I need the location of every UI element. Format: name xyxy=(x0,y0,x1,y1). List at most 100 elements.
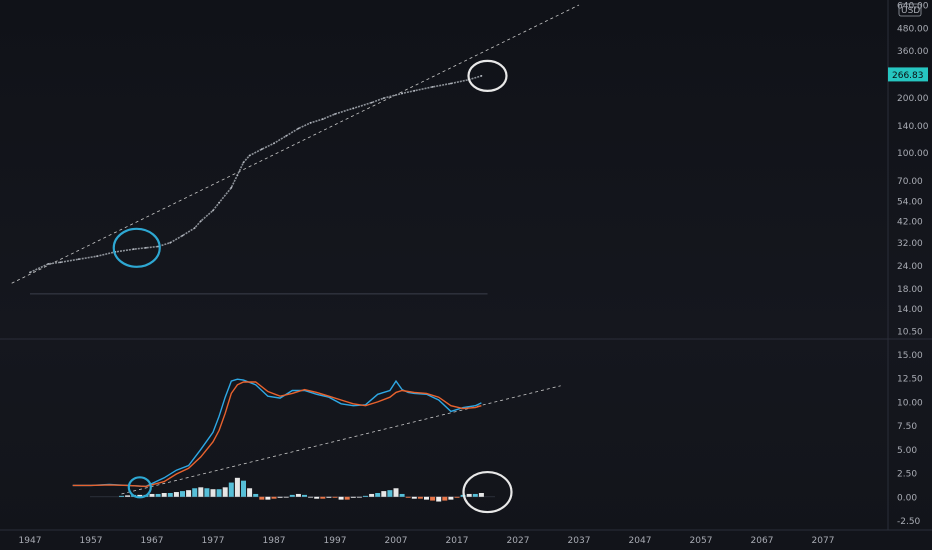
histogram-bar xyxy=(417,496,423,499)
indicator-tick-label: 0.00 xyxy=(897,493,917,503)
histogram-bar xyxy=(155,493,161,497)
time-tick-label: 2017 xyxy=(446,536,469,546)
histogram-bar xyxy=(149,493,155,497)
price-point xyxy=(431,85,434,88)
price-tick-label: 54.00 xyxy=(897,198,923,208)
histogram-bar xyxy=(399,493,405,497)
price-point xyxy=(77,258,80,261)
histogram-bar xyxy=(259,496,265,500)
price-point xyxy=(181,234,184,237)
price-tick-label: 32.00 xyxy=(897,239,923,249)
histogram-bar xyxy=(320,496,326,499)
histogram-bar xyxy=(387,490,393,497)
histogram-bar xyxy=(180,491,185,497)
price-tick-label: 200.00 xyxy=(897,94,929,104)
price-point xyxy=(382,97,385,99)
indicator-trendline[interactable] xyxy=(121,385,561,495)
price-highlight-circle[interactable] xyxy=(467,59,508,92)
price-point xyxy=(480,74,483,77)
time-tick-label: 2047 xyxy=(629,536,652,546)
time-tick-label: 1997 xyxy=(324,536,347,546)
price-tick-label: 42.00 xyxy=(897,218,923,228)
histogram-bar xyxy=(234,477,240,497)
histogram-bar xyxy=(344,496,350,500)
price-tick-label: 70.00 xyxy=(897,177,923,187)
price-point xyxy=(212,209,214,212)
histogram-bar xyxy=(161,493,167,497)
price-point xyxy=(236,174,239,177)
time-tick-label: 2007 xyxy=(385,536,408,546)
histogram-bar xyxy=(326,496,332,498)
histogram-bar xyxy=(472,493,478,497)
price-point xyxy=(29,271,31,274)
price-point xyxy=(285,134,288,137)
price-point xyxy=(132,248,135,251)
histogram-bar xyxy=(381,491,387,497)
price-point xyxy=(321,118,324,120)
price-point xyxy=(59,261,62,264)
price-point xyxy=(401,92,403,95)
price-point xyxy=(242,161,245,164)
histogram-bar xyxy=(454,496,460,498)
price-point xyxy=(193,227,196,229)
histogram-bar xyxy=(283,496,289,498)
histogram-bar xyxy=(302,494,307,497)
histogram-bar xyxy=(137,494,143,497)
indicator-series-blue xyxy=(72,378,482,488)
price-series-line xyxy=(29,75,482,274)
histogram-bar xyxy=(411,496,417,499)
histogram-bar xyxy=(308,496,314,498)
price-point xyxy=(96,255,98,258)
currency-badge[interactable] xyxy=(898,3,922,17)
price-point xyxy=(47,262,50,265)
time-tick-label: 2077 xyxy=(812,536,835,546)
price-point xyxy=(145,246,147,249)
histogram-bar xyxy=(405,496,411,498)
price-tick-label: 18.00 xyxy=(897,285,923,295)
time-tick-label: 2037 xyxy=(568,536,591,546)
histogram-bar xyxy=(356,496,362,498)
price-point xyxy=(450,82,452,85)
histogram-bar xyxy=(216,489,222,497)
histogram-bar xyxy=(436,496,442,502)
price-point xyxy=(199,220,202,223)
histogram-bar xyxy=(210,489,216,497)
price-tick-label: 10.50 xyxy=(897,328,923,338)
time-tick-label: 2027 xyxy=(507,536,530,546)
indicator-highlight-circle[interactable] xyxy=(127,476,152,499)
histogram-bar xyxy=(186,490,192,497)
price-pane xyxy=(11,4,580,295)
price-tick-label: 640.00 xyxy=(897,2,929,12)
price-point xyxy=(169,241,172,244)
price-point xyxy=(334,113,336,115)
histogram-bar xyxy=(271,496,277,499)
price-tick-label: 24.00 xyxy=(897,262,923,272)
histogram-bar xyxy=(442,496,448,501)
histogram-bar xyxy=(424,496,429,500)
histogram-bar xyxy=(222,487,228,497)
price-tick-label: 100.00 xyxy=(897,149,929,159)
indicator-tick-label: 15.00 xyxy=(897,351,923,361)
time-tick-label: 1957 xyxy=(80,536,103,546)
price-point xyxy=(370,101,373,104)
price-tick-label: 14.00 xyxy=(897,305,923,315)
price-highlight-circle[interactable] xyxy=(112,227,161,268)
price-point xyxy=(352,107,355,110)
price-point xyxy=(297,127,300,130)
last-price-label: 266.83 xyxy=(892,71,924,81)
price-tick-label: 480.00 xyxy=(897,24,929,34)
histogram-bar xyxy=(363,495,368,497)
indicator-highlight-circle[interactable] xyxy=(462,470,513,514)
indicator-tick-label: 12.50 xyxy=(897,375,923,385)
indicator-tick-label: 5.00 xyxy=(897,446,917,456)
histogram-bar xyxy=(448,496,454,500)
price-point xyxy=(157,245,160,248)
histogram-bar xyxy=(295,493,301,497)
price-tick-label: 140.00 xyxy=(897,122,929,132)
histogram-bar xyxy=(241,480,246,497)
histogram-bar xyxy=(247,488,253,497)
price-point xyxy=(413,89,416,92)
price-trendline[interactable] xyxy=(11,4,580,284)
indicator-series-orange xyxy=(72,381,482,488)
